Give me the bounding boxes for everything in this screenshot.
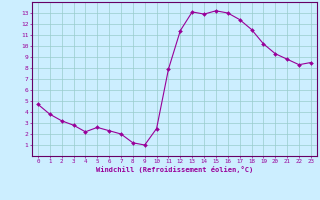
X-axis label: Windchill (Refroidissement éolien,°C): Windchill (Refroidissement éolien,°C) <box>96 166 253 173</box>
